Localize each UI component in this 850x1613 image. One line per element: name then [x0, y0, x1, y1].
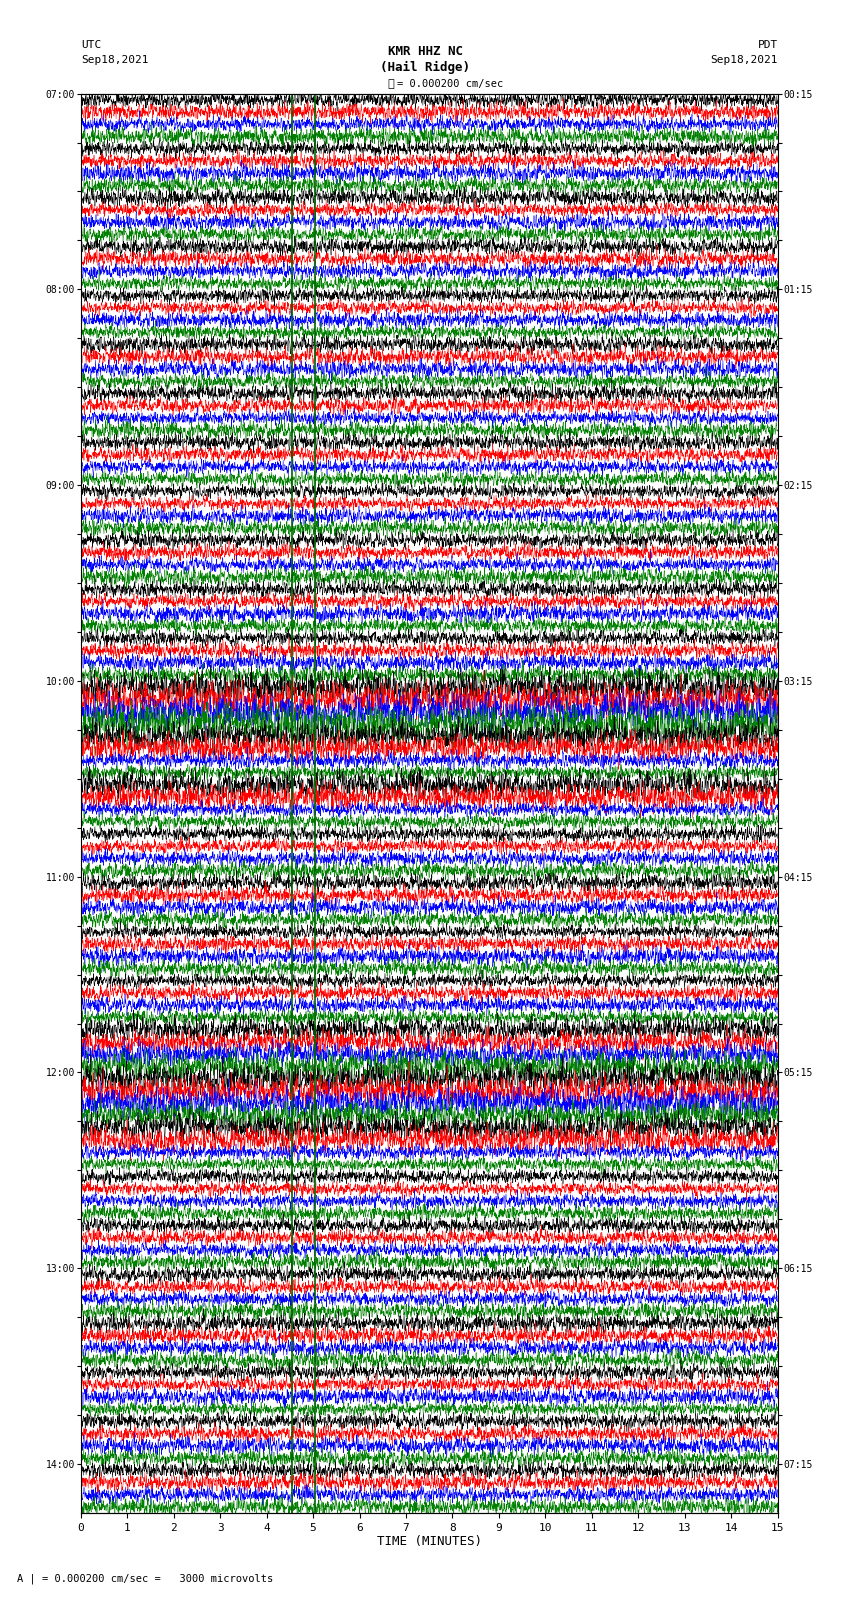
X-axis label: TIME (MINUTES): TIME (MINUTES) [377, 1536, 482, 1548]
Text: = 0.000200 cm/sec: = 0.000200 cm/sec [397, 79, 503, 89]
Text: Sep18,2021: Sep18,2021 [711, 55, 778, 65]
Text: Sep18,2021: Sep18,2021 [81, 55, 148, 65]
Text: A | = 0.000200 cm/sec =   3000 microvolts: A | = 0.000200 cm/sec = 3000 microvolts [17, 1573, 273, 1584]
Text: KMR HHZ NC: KMR HHZ NC [388, 45, 462, 58]
Text: (Hail Ridge): (Hail Ridge) [380, 61, 470, 74]
Text: PDT: PDT [757, 40, 778, 50]
Text: ⎴: ⎴ [388, 79, 394, 89]
Text: UTC: UTC [81, 40, 101, 50]
